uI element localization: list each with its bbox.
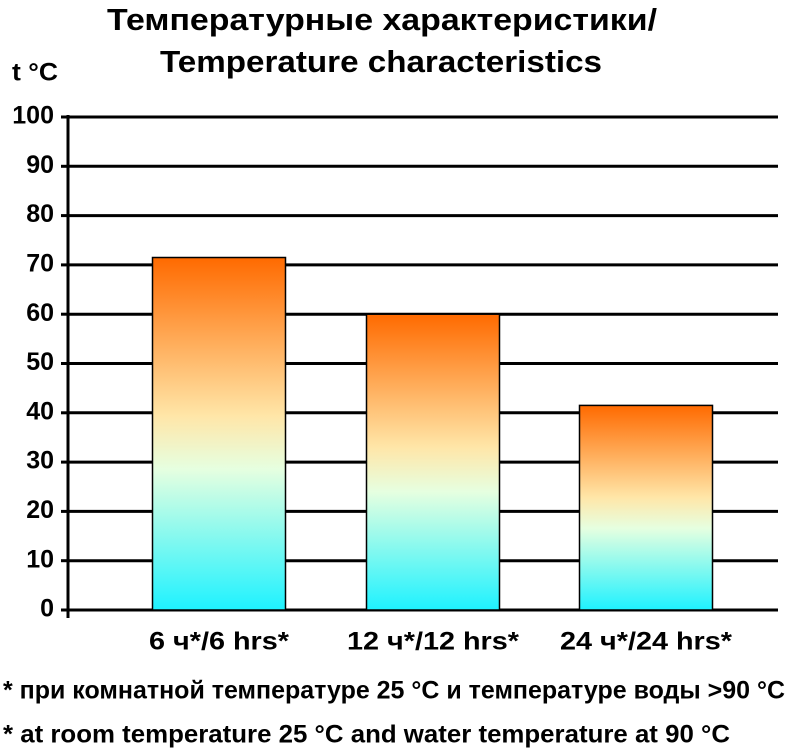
y-tick-label: 60: [26, 299, 54, 327]
y-tick-label: 50: [26, 348, 54, 376]
chart-title: Temperature characteristics: [160, 44, 602, 79]
chart-title: Температурные характеристики/: [107, 2, 657, 37]
x-tick-label: 12 ч*/12 hrs*: [347, 628, 519, 656]
y-tick-label: 30: [26, 447, 54, 475]
y-tick-label: 40: [26, 397, 54, 425]
footnote: * при комнатной температуре 25 °C и темп…: [3, 677, 785, 705]
y-tick-label: 90: [26, 151, 54, 179]
bar: [151, 256, 287, 611]
y-tick-label: 80: [26, 200, 54, 228]
y-axis-label: t °C: [12, 59, 58, 87]
y-tick-label: 10: [26, 545, 54, 573]
y-tick-label: 0: [40, 595, 54, 623]
bar: [578, 404, 714, 611]
footnote: * at room temperature 25 °C and water te…: [3, 721, 730, 749]
y-tick-label: 100: [12, 102, 54, 130]
y-tick-label: 20: [26, 496, 54, 524]
bar: [365, 313, 501, 611]
x-tick-label: 6 ч*/6 hrs*: [149, 628, 289, 656]
y-tick-label: 70: [26, 250, 54, 278]
x-tick-label: 24 ч*/24 hrs*: [560, 628, 732, 656]
